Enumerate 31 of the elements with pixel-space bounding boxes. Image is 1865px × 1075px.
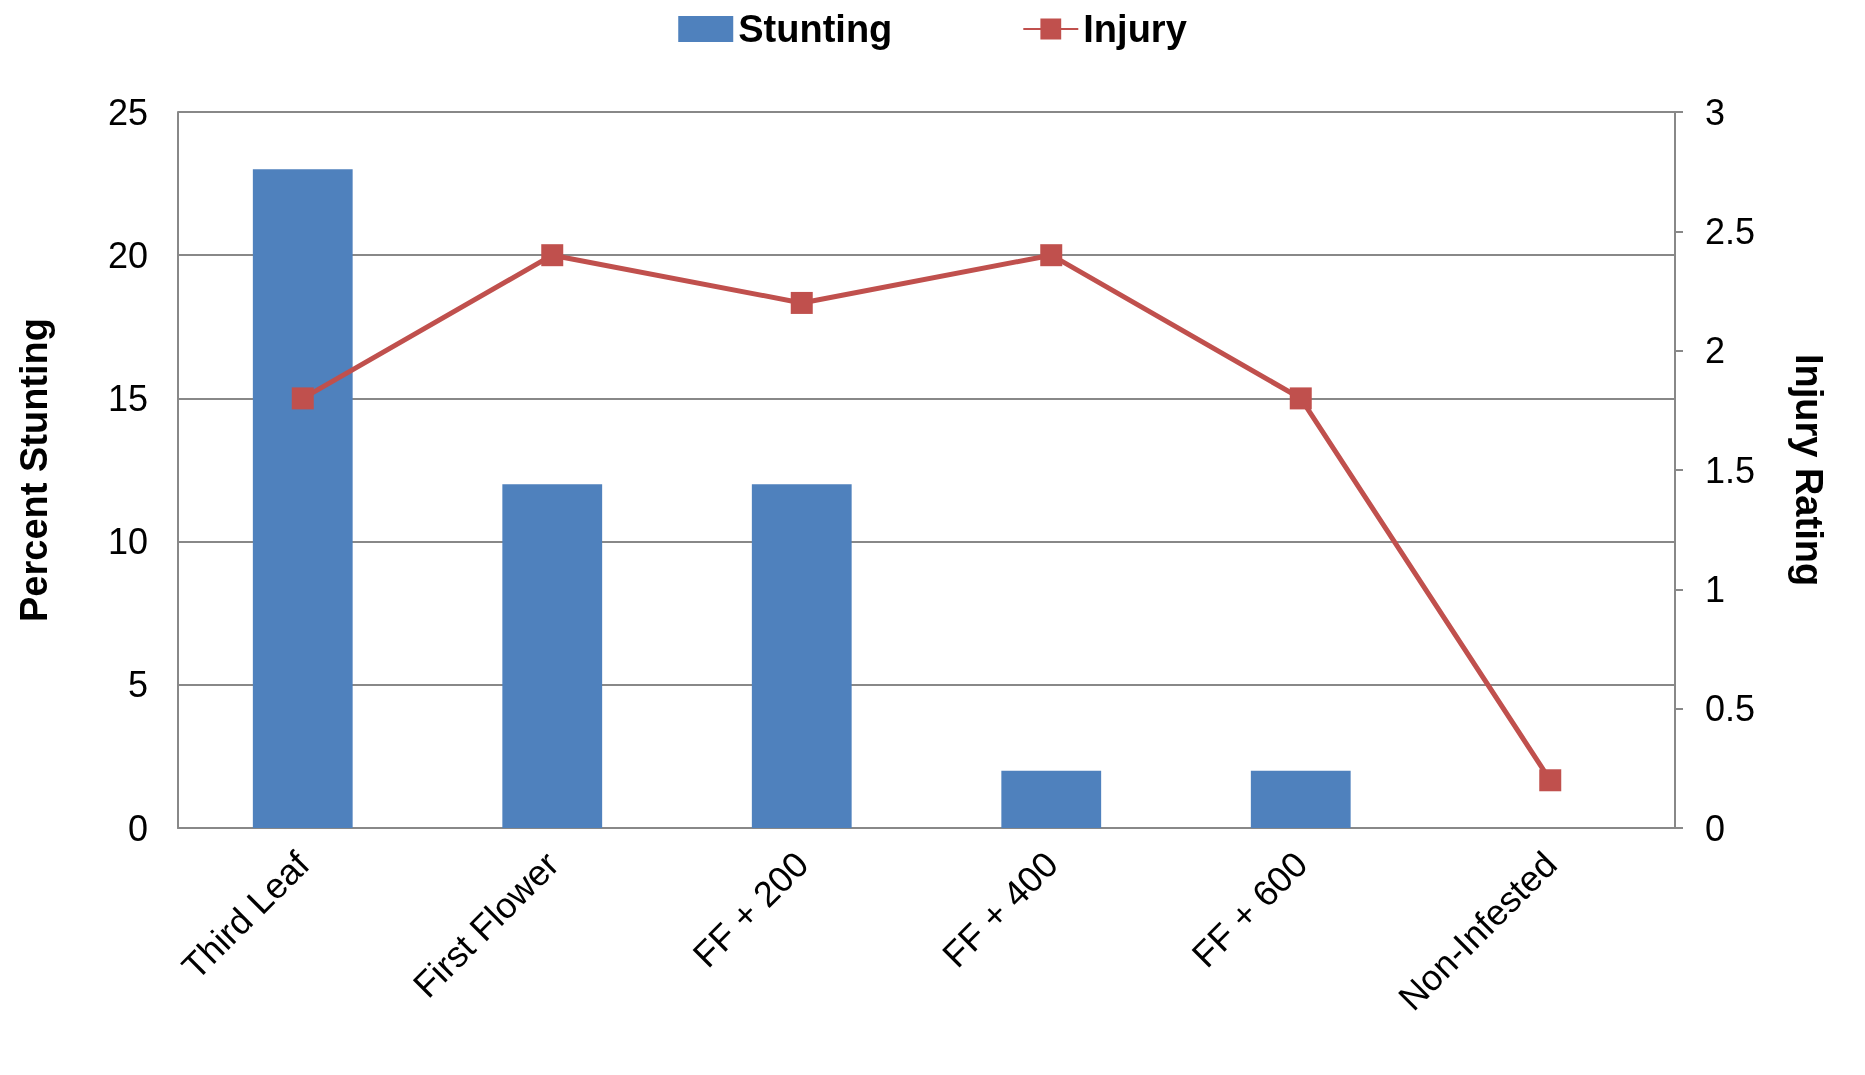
y2-tick-label: 2 xyxy=(1705,330,1726,372)
point xyxy=(790,291,813,314)
y2-tick-label: 3 xyxy=(1705,91,1726,133)
bar xyxy=(1250,770,1351,828)
x-tick-label: FF + 400 xyxy=(934,843,1066,976)
y-tick-label: 5 xyxy=(127,664,148,706)
y2-tick-label: 1.5 xyxy=(1705,449,1756,491)
y2-tick-label: 0.5 xyxy=(1705,688,1756,730)
y-tick-label: 0 xyxy=(127,807,148,849)
y-tick-label: 25 xyxy=(107,91,148,133)
legend-label: Stunting xyxy=(738,8,893,50)
y-tick-label: 15 xyxy=(107,377,148,419)
y-tick-label: 10 xyxy=(107,521,148,563)
bar xyxy=(1001,770,1102,828)
y2-axis-title: Injury Rating xyxy=(1788,353,1830,587)
point xyxy=(1289,387,1312,410)
x-tick-label: FF + 600 xyxy=(1183,843,1316,976)
x-tick-label: FF + 200 xyxy=(684,843,817,976)
y2-tick-label: 0 xyxy=(1705,807,1726,849)
point xyxy=(541,244,564,267)
bar xyxy=(252,169,353,828)
y2-tick-label: 2.5 xyxy=(1705,210,1756,252)
y-axis-title: Percent Stunting xyxy=(13,317,55,623)
bar xyxy=(502,484,603,828)
y-tick-label: 20 xyxy=(107,234,148,276)
point xyxy=(1040,244,1063,267)
point xyxy=(1539,769,1562,792)
legend-label: Injury xyxy=(1083,8,1187,50)
bar xyxy=(751,484,852,828)
y2-tick-label: 1 xyxy=(1705,568,1726,610)
point xyxy=(291,387,314,410)
